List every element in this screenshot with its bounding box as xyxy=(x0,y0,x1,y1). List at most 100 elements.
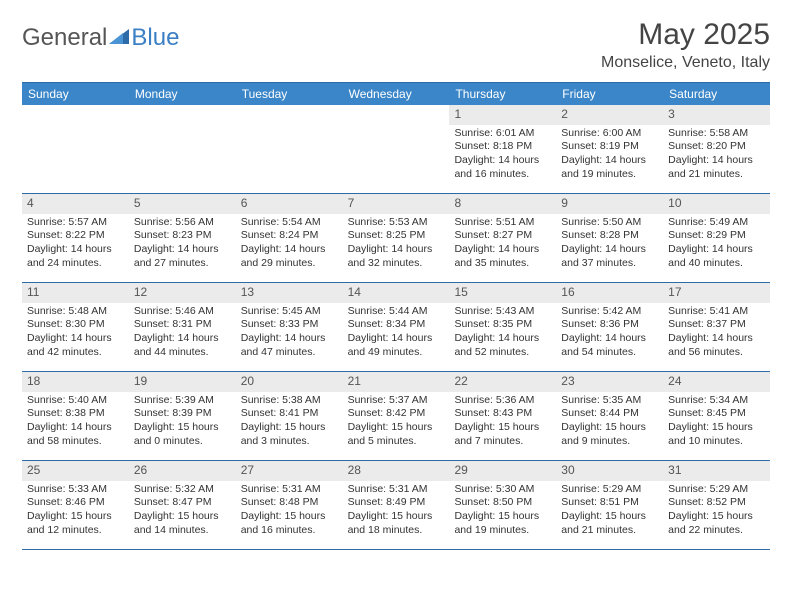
day-cell: 16Sunrise: 5:42 AMSunset: 8:36 PMDayligh… xyxy=(556,283,663,371)
sunset-line: Sunset: 8:45 PM xyxy=(668,407,765,421)
daylight-line: Daylight: 15 hours and 5 minutes. xyxy=(348,421,445,448)
sunset-line: Sunset: 8:38 PM xyxy=(27,407,124,421)
day-cell xyxy=(236,105,343,193)
daylight-line: Daylight: 15 hours and 16 minutes. xyxy=(241,510,338,537)
day-number: 20 xyxy=(236,372,343,392)
week-row: 18Sunrise: 5:40 AMSunset: 8:38 PMDayligh… xyxy=(22,372,770,461)
day-number: 30 xyxy=(556,461,663,481)
sunset-line: Sunset: 8:33 PM xyxy=(241,318,338,332)
day-cell: 24Sunrise: 5:34 AMSunset: 8:45 PMDayligh… xyxy=(663,372,770,460)
day-number: 13 xyxy=(236,283,343,303)
sunset-line: Sunset: 8:24 PM xyxy=(241,229,338,243)
sunrise-line: Sunrise: 5:32 AM xyxy=(134,483,231,497)
day-info: Sunrise: 5:50 AMSunset: 8:28 PMDaylight:… xyxy=(556,216,663,275)
day-cell: 12Sunrise: 5:46 AMSunset: 8:31 PMDayligh… xyxy=(129,283,236,371)
day-number: 7 xyxy=(343,194,450,214)
day-cell: 30Sunrise: 5:29 AMSunset: 8:51 PMDayligh… xyxy=(556,461,663,549)
daylight-line: Daylight: 14 hours and 42 minutes. xyxy=(27,332,124,359)
sunrise-line: Sunrise: 5:44 AM xyxy=(348,305,445,319)
day-info: Sunrise: 5:37 AMSunset: 8:42 PMDaylight:… xyxy=(343,394,450,453)
day-cell: 23 Sunrise: 5:35 AMSunset: 8:44 PMDayligh… xyxy=(556,372,663,460)
day-number: 11 xyxy=(22,283,129,303)
day-cell: 5Sunrise: 5:56 AMSunset: 8:23 PMDaylight… xyxy=(129,194,236,282)
day-cell: 8Sunrise: 5:51 AMSunset: 8:27 PMDaylight… xyxy=(449,194,556,282)
day-cell: 4Sunrise: 5:57 AMSunset: 8:22 PMDaylight… xyxy=(22,194,129,282)
day-cell xyxy=(343,105,450,193)
daylight-line: Daylight: 14 hours and 52 minutes. xyxy=(454,332,551,359)
day-cell: 15Sunrise: 5:43 AMSunset: 8:35 PMDayligh… xyxy=(449,283,556,371)
day-info: Sunrise: 5:29 AMSunset: 8:51 PMDaylight:… xyxy=(556,483,663,542)
day-info: Sunrise: 6:00 AMSunset: 8:19 PMDaylight:… xyxy=(556,127,663,186)
sunrise-line: Sunrise: 5:46 AM xyxy=(134,305,231,319)
daylight-line: Daylight: 14 hours and 27 minutes. xyxy=(134,243,231,270)
day-cell: 26Sunrise: 5:32 AMSunset: 8:47 PMDayligh… xyxy=(129,461,236,549)
daylight-line: Daylight: 14 hours and 44 minutes. xyxy=(134,332,231,359)
day-number: 23 xyxy=(556,372,663,392)
month-title: May 2025 xyxy=(601,18,770,52)
day-of-week-header: Monday xyxy=(129,83,236,105)
day-cell: 9Sunrise: 5:50 AMSunset: 8:28 PMDaylight… xyxy=(556,194,663,282)
day-number-empty xyxy=(129,105,236,125)
sunset-line: Sunset: 8:20 PM xyxy=(668,140,765,154)
day-cell: 2Sunrise: 6:00 AMSunset: 8:19 PMDaylight… xyxy=(556,105,663,193)
sunrise-line: Sunrise: 5:29 AM xyxy=(561,483,658,497)
day-cell: 3 Sunrise: 5:58 AMSunset: 8:20 PMDaylight… xyxy=(663,105,770,193)
day-number: 4 xyxy=(22,194,129,214)
daylight-line: Daylight: 15 hours and 0 minutes. xyxy=(134,421,231,448)
day-cell: 17Sunrise: 5:41 AMSunset: 8:37 PMDayligh… xyxy=(663,283,770,371)
sunrise-line: Sunrise: 5:35 AM xyxy=(561,394,658,408)
sunrise-line: Sunrise: 5:58 AM xyxy=(668,127,765,141)
sunset-line: Sunset: 8:47 PM xyxy=(134,496,231,510)
day-cell: 10Sunrise: 5:49 AMSunset: 8:29 PMDayligh… xyxy=(663,194,770,282)
sunset-line: Sunset: 8:28 PM xyxy=(561,229,658,243)
day-cell: 25Sunrise: 5:33 AMSunset: 8:46 PMDayligh… xyxy=(22,461,129,549)
sunset-line: Sunset: 8:30 PM xyxy=(27,318,124,332)
daylight-line: Daylight: 14 hours and 21 minutes. xyxy=(668,154,765,181)
sunrise-line: Sunrise: 5:48 AM xyxy=(27,305,124,319)
day-number: 14 xyxy=(343,283,450,303)
day-of-week-row: SundayMondayTuesdayWednesdayThursdayFrid… xyxy=(22,83,770,105)
sunrise-line: Sunrise: 5:57 AM xyxy=(27,216,124,230)
daylight-line: Daylight: 14 hours and 58 minutes. xyxy=(27,421,124,448)
daylight-line: Daylight: 15 hours and 21 minutes. xyxy=(561,510,658,537)
day-cell: 22Sunrise: 5:36 AMSunset: 8:43 PMDayligh… xyxy=(449,372,556,460)
sunset-line: Sunset: 8:41 PM xyxy=(241,407,338,421)
sunrise-line: Sunrise: 5:38 AM xyxy=(241,394,338,408)
day-info: Sunrise: 5:38 AMSunset: 8:41 PMDaylight:… xyxy=(236,394,343,453)
daylight-line: Daylight: 15 hours and 9 minutes. xyxy=(561,421,658,448)
day-info: Sunrise: 5:29 AMSunset: 8:52 PMDaylight:… xyxy=(663,483,770,542)
day-number: 26 xyxy=(129,461,236,481)
sunrise-line: Sunrise: 5:29 AM xyxy=(668,483,765,497)
day-number: 24 xyxy=(663,372,770,392)
day-number: 15 xyxy=(449,283,556,303)
day-number: 12 xyxy=(129,283,236,303)
sunset-line: Sunset: 8:29 PM xyxy=(668,229,765,243)
day-cell xyxy=(129,105,236,193)
daylight-line: Daylight: 14 hours and 16 minutes. xyxy=(454,154,551,181)
sunset-line: Sunset: 8:18 PM xyxy=(454,140,551,154)
day-of-week-header: Thursday xyxy=(449,83,556,105)
daylight-line: Daylight: 14 hours and 29 minutes. xyxy=(241,243,338,270)
sunset-line: Sunset: 8:19 PM xyxy=(561,140,658,154)
day-info: Sunrise: 5:48 AMSunset: 8:30 PMDaylight:… xyxy=(22,305,129,364)
day-info: Sunrise: 6:01 AMSunset: 8:18 PMDaylight:… xyxy=(449,127,556,186)
day-number: 29 xyxy=(449,461,556,481)
day-of-week-header: Friday xyxy=(556,83,663,105)
day-number: 3 xyxy=(663,105,770,125)
day-number: 19 xyxy=(129,372,236,392)
day-number: 25 xyxy=(22,461,129,481)
day-info: Sunrise: 5:30 AMSunset: 8:50 PMDaylight:… xyxy=(449,483,556,542)
logo-text-blue: Blue xyxy=(131,24,179,52)
sunrise-line: Sunrise: 5:50 AM xyxy=(561,216,658,230)
day-of-week-header: Wednesday xyxy=(343,83,450,105)
day-cell: 31Sunrise: 5:29 AMSunset: 8:52 PMDayligh… xyxy=(663,461,770,549)
day-cell: 1Sunrise: 6:01 AMSunset: 8:18 PMDaylight… xyxy=(449,105,556,193)
day-info: Sunrise: 5:33 AMSunset: 8:46 PMDaylight:… xyxy=(22,483,129,542)
daylight-line: Daylight: 15 hours and 12 minutes. xyxy=(27,510,124,537)
day-cell: 20Sunrise: 5:38 AMSunset: 8:41 PMDayligh… xyxy=(236,372,343,460)
sunset-line: Sunset: 8:37 PM xyxy=(668,318,765,332)
sunset-line: Sunset: 8:44 PM xyxy=(561,407,658,421)
daylight-line: Daylight: 15 hours and 22 minutes. xyxy=(668,510,765,537)
daylight-line: Daylight: 14 hours and 40 minutes. xyxy=(668,243,765,270)
day-info: Sunrise: 5:39 AMSunset: 8:39 PMDaylight:… xyxy=(129,394,236,453)
